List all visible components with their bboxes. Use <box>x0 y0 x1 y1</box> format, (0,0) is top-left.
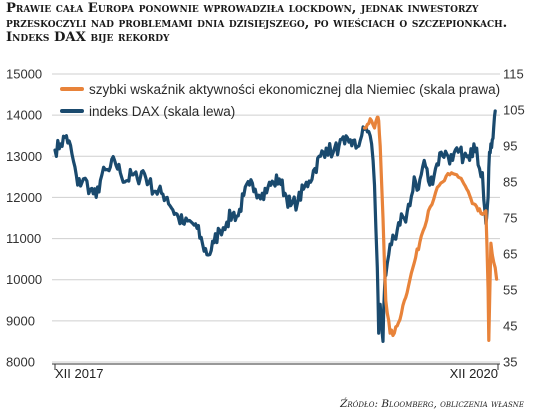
left-tick-label: 8000 <box>6 355 35 370</box>
left-tick-label: 13000 <box>6 149 42 164</box>
series-group <box>53 109 499 343</box>
right-tick-label: 75 <box>503 211 517 226</box>
legend-label-activity: szybki wskaźnik aktywności ekonomicznej … <box>89 82 500 97</box>
left-axis-ticks: 8000 9000 10000 11000 12000 13000 14000 15000 <box>6 67 42 370</box>
source-note: Źródło: Bloomberg, obliczenia własne <box>340 398 524 410</box>
left-tick-label: 15000 <box>6 67 42 82</box>
right-tick-label: 35 <box>503 355 517 370</box>
right-axis-ticks: 35 45 55 65 75 85 95 105 115 <box>503 67 525 370</box>
chart-title: Prawie cała Europa ponownie wprowadziła … <box>6 1 508 45</box>
right-tick-label: 105 <box>503 103 525 118</box>
series-line-activity <box>362 115 499 342</box>
legend-label-dax: indeks DAX (skala lewa) <box>89 104 235 119</box>
legend: szybki wskaźnik aktywności ekonomicznej … <box>60 82 500 119</box>
right-tick-label: 95 <box>503 139 517 154</box>
right-tick-label: 85 <box>503 175 517 190</box>
x-tick-label-start: XII 2017 <box>55 366 103 381</box>
right-tick-label: 45 <box>503 319 517 334</box>
grid-lines <box>52 73 500 363</box>
left-tick-label: 10000 <box>6 272 42 287</box>
right-tick-label: 65 <box>503 247 517 262</box>
left-tick-label: 11000 <box>6 231 41 246</box>
series-line-dax <box>53 109 497 343</box>
right-tick-label: 115 <box>503 67 524 82</box>
left-tick-label: 9000 <box>6 313 35 328</box>
right-tick-label: 55 <box>503 283 517 298</box>
x-tick-label-end: XII 2020 <box>450 366 498 381</box>
left-tick-label: 14000 <box>6 108 42 123</box>
left-tick-label: 12000 <box>6 190 42 205</box>
